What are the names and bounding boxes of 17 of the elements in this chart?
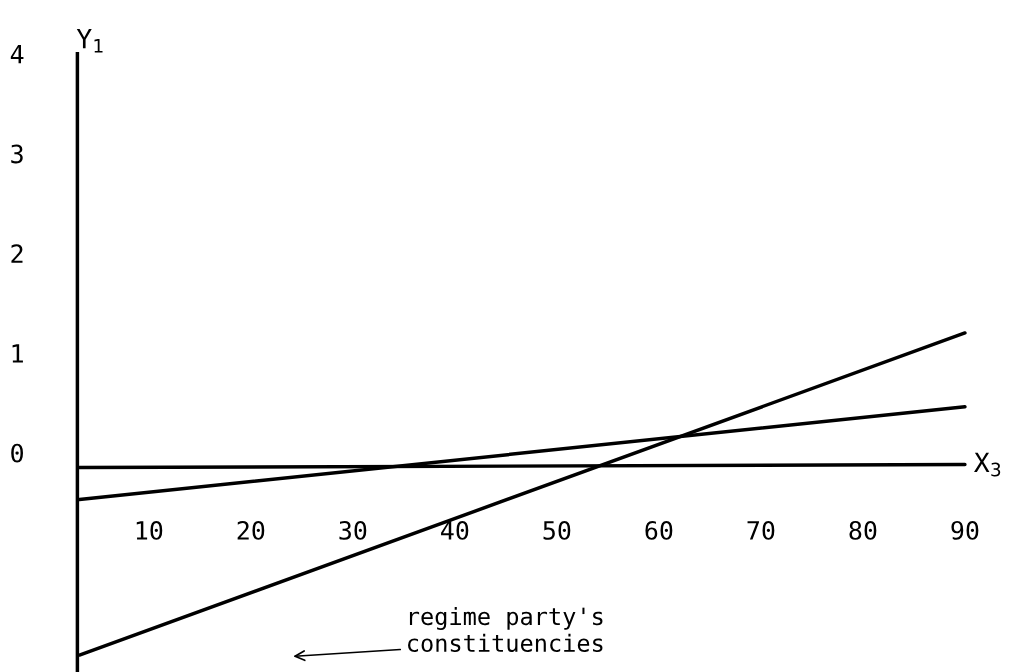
y-tick-label: 2 [11, 244, 23, 263]
x-tick-label: 70 [747, 520, 775, 540]
x-tick-label: 10 [136, 520, 163, 540]
x-axis-title: X$_{3}$ [974, 452, 1001, 477]
x-tick-label: 60 [645, 520, 673, 540]
y-tick-label: 4 [10, 45, 24, 64]
y-tick-label: 3 [11, 144, 23, 164]
y-axis-title: Y$_{1}$ [76, 29, 103, 53]
y-tick-label: 0 [11, 443, 23, 463]
y-tick-label: 1 [12, 344, 23, 363]
x-tick-label: 50 [543, 520, 571, 540]
x-tick-label: 20 [237, 520, 265, 540]
x-tick-label: 90 [951, 520, 979, 540]
annotation: regime party's constituencies [408, 606, 603, 652]
x-tick-label: 30 [339, 520, 367, 540]
x-tick-label: 80 [849, 520, 877, 540]
x-tick-label: 40 [441, 520, 469, 540]
